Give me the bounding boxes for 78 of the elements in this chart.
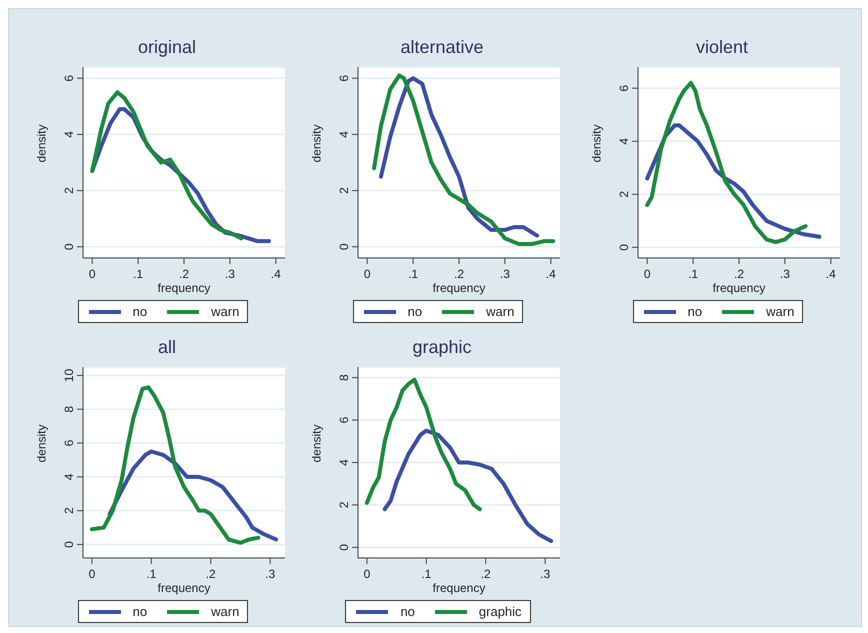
x-axis-title: frequency [158,581,210,595]
x-tick-label: .1 [146,567,157,581]
y-tick-label: 2 [62,186,76,194]
x-tick-label: 0 [644,267,651,281]
x-tick-label: .2 [206,567,216,581]
line-series [378,76,540,238]
y-tick-label: 4 [337,458,351,466]
legend-label: no [132,604,148,619]
y-tick-label: 6 [337,74,351,82]
x-tick-label: .3 [265,567,276,581]
line-series [372,73,556,246]
x-tick-label: 0 [88,567,96,581]
legend-label: no [132,304,148,319]
y-tick-label: 8 [62,406,76,413]
legend-label: no [688,304,702,319]
x-tick-label: .2 [480,567,492,581]
legend-label: no [408,304,422,319]
x-tick-label: .2 [454,267,464,281]
x-tick-label: .3 [224,267,236,281]
x-tick-label: .1 [408,267,418,281]
y-tick-label: 0 [337,544,351,551]
y-tick-label: 2 [62,507,76,514]
legend-label: warn [486,304,514,319]
x-axis-title: frequency [432,581,486,595]
y-tick-label: 6 [337,416,351,424]
line-series [90,90,244,240]
chart-title: alternative [399,37,485,59]
x-tick-label: .4 [826,267,836,281]
x-tick-label: 0 [88,267,96,281]
chart-title: original [136,37,198,59]
x-tick-label: .1 [133,267,144,281]
y-axis-title: density [34,124,48,162]
y-tick-label: 0 [337,243,351,250]
y-tick-label: 2 [337,186,351,194]
line-series [364,378,482,512]
y-tick-label: 6 [617,84,631,92]
line-series [645,80,808,244]
line-series [90,385,260,545]
legend-label: warn [766,304,794,319]
y-tick-label: 4 [617,138,631,145]
y-tick-label: 2 [617,190,631,198]
x-tick-label: .4 [546,267,556,281]
y-tick-label: 4 [337,130,351,138]
x-tick-label: 0 [364,267,371,281]
chart-title: violent [694,37,750,59]
legend-label: no [400,604,415,619]
y-tick-label: 10 [62,368,76,382]
y-axis-title: density [309,424,324,462]
x-tick-label: .2 [734,267,744,281]
x-axis-title: frequency [158,281,210,295]
y-tick-label: 2 [337,501,351,508]
y-tick-label: 0 [617,244,631,251]
y-tick-label: 4 [62,130,76,138]
y-axis-title: density [309,124,324,162]
y-tick-label: 0 [62,243,76,250]
chart-title: graphic [411,337,473,359]
legend-label: warn [211,604,240,619]
y-tick-label: 0 [62,540,76,548]
y-tick-label: 6 [62,439,76,446]
x-tick-label: .2 [178,267,190,281]
x-tick-label: .3 [780,267,790,281]
x-tick-label: .1 [688,267,698,281]
legend-label: warn [211,304,240,319]
x-tick-label: .4 [270,267,282,281]
x-axis-title: frequency [712,281,766,295]
x-tick-label: .3 [540,567,550,581]
x-axis-title: frequency [432,281,486,295]
legend-label: graphic [478,604,522,619]
y-tick-label: 4 [62,473,76,480]
x-tick-label: .3 [500,267,510,281]
y-axis-title: density [34,424,48,462]
line-series [382,428,554,544]
y-tick-label: 8 [337,374,351,381]
chart-title: all [156,337,177,359]
x-tick-label: .1 [421,567,432,581]
y-axis-title: density [589,124,604,162]
x-tick-label: 0 [364,567,371,581]
y-tick-label: 6 [62,74,76,82]
